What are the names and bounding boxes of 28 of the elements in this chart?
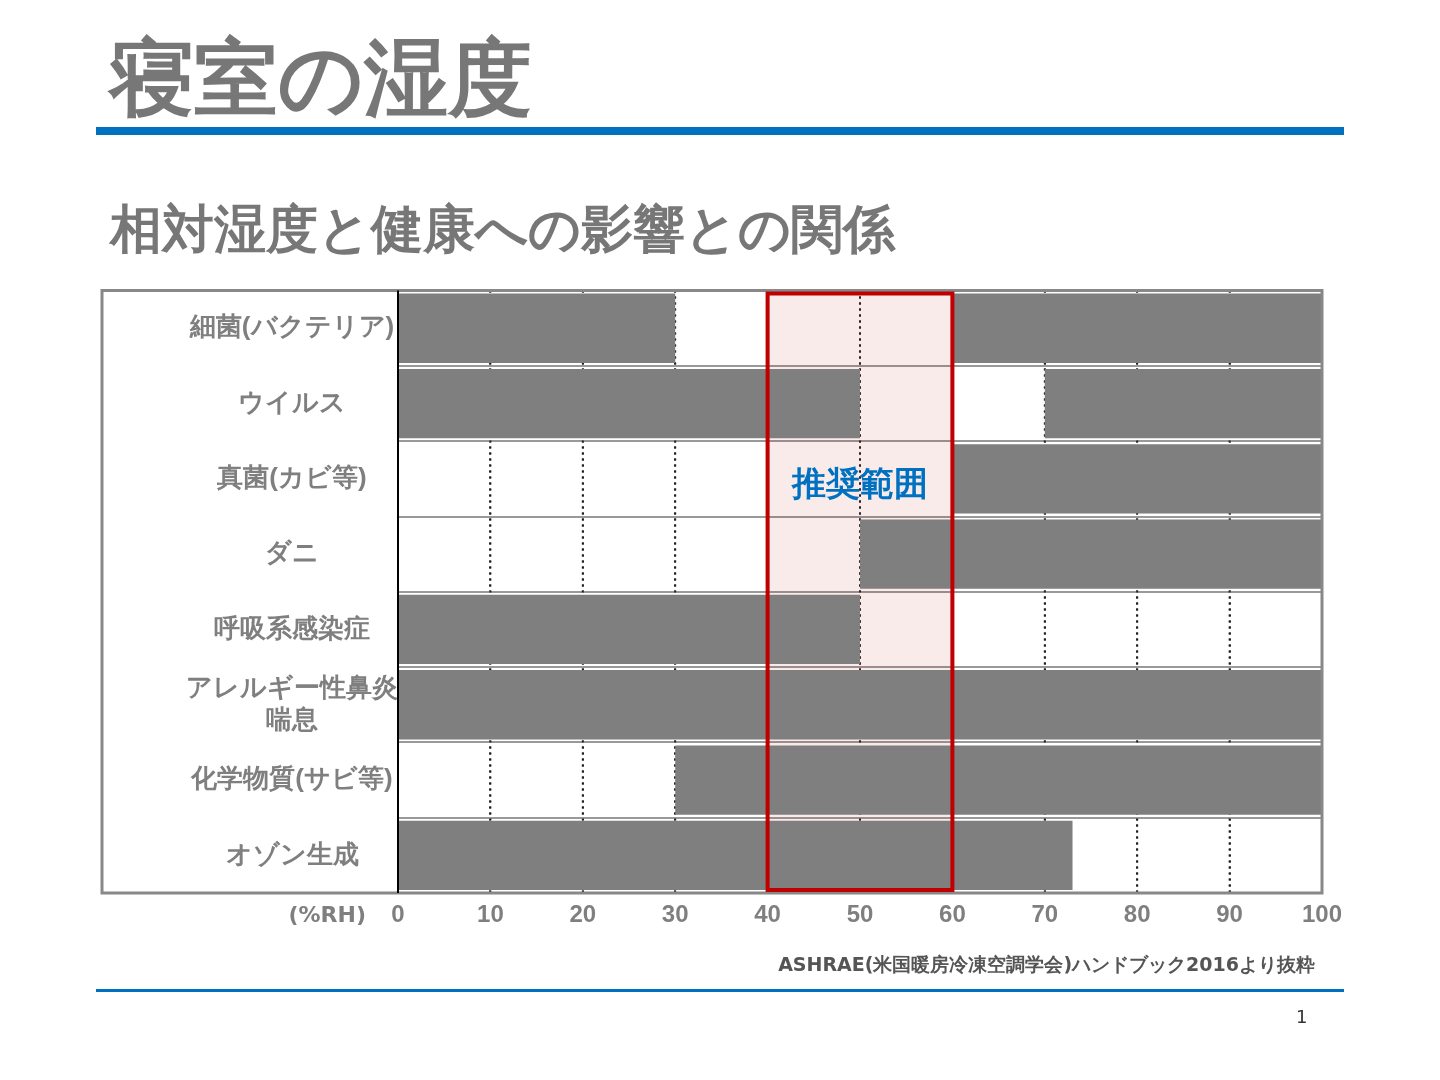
y-tick-label: オゾン生成 bbox=[225, 838, 359, 869]
x-tick-label: 20 bbox=[569, 900, 597, 928]
x-tick-label: 80 bbox=[1123, 900, 1151, 928]
x-tick-label: 70 bbox=[1031, 900, 1059, 928]
bar bbox=[399, 820, 1073, 890]
x-tick-label: 50 bbox=[846, 900, 874, 928]
bar bbox=[399, 368, 860, 439]
chart-subtitle: 相対湿度と健康への影響との関係 bbox=[110, 198, 895, 261]
x-tick-label: 100 bbox=[1301, 900, 1343, 928]
x-tick-label: 10 bbox=[477, 900, 504, 928]
x-tick-label: 60 bbox=[939, 900, 966, 928]
y-tick-label: ダニ bbox=[265, 537, 319, 568]
y-tick-label: 細菌(バクテリア) bbox=[188, 311, 395, 342]
y-tick-label: 化学物質(サビ等) bbox=[190, 763, 393, 794]
text: 1 bbox=[1296, 1006, 1308, 1027]
y-tick-label: ウイルス bbox=[238, 386, 346, 417]
x-axis-title: (%RH) bbox=[288, 901, 366, 927]
x-tick-label: 40 bbox=[754, 900, 781, 928]
text: ASHRAE(米国暖房冷凍空調学会)ハンドブック2016より抜粋 bbox=[778, 952, 1315, 977]
bar bbox=[399, 594, 860, 665]
y-tick-label: アレルギー性鼻炎喘息 bbox=[186, 672, 398, 734]
y-tick-label: 真菌(カビ等) bbox=[216, 462, 367, 493]
bar bbox=[399, 293, 676, 363]
x-tick-label: 90 bbox=[1216, 900, 1243, 928]
band-label: 推奨範囲 bbox=[791, 463, 928, 504]
y-tick-label: 呼吸系感染症 bbox=[214, 612, 370, 643]
x-tick-label: 0 bbox=[391, 900, 405, 928]
x-tick-label: 30 bbox=[661, 900, 689, 928]
